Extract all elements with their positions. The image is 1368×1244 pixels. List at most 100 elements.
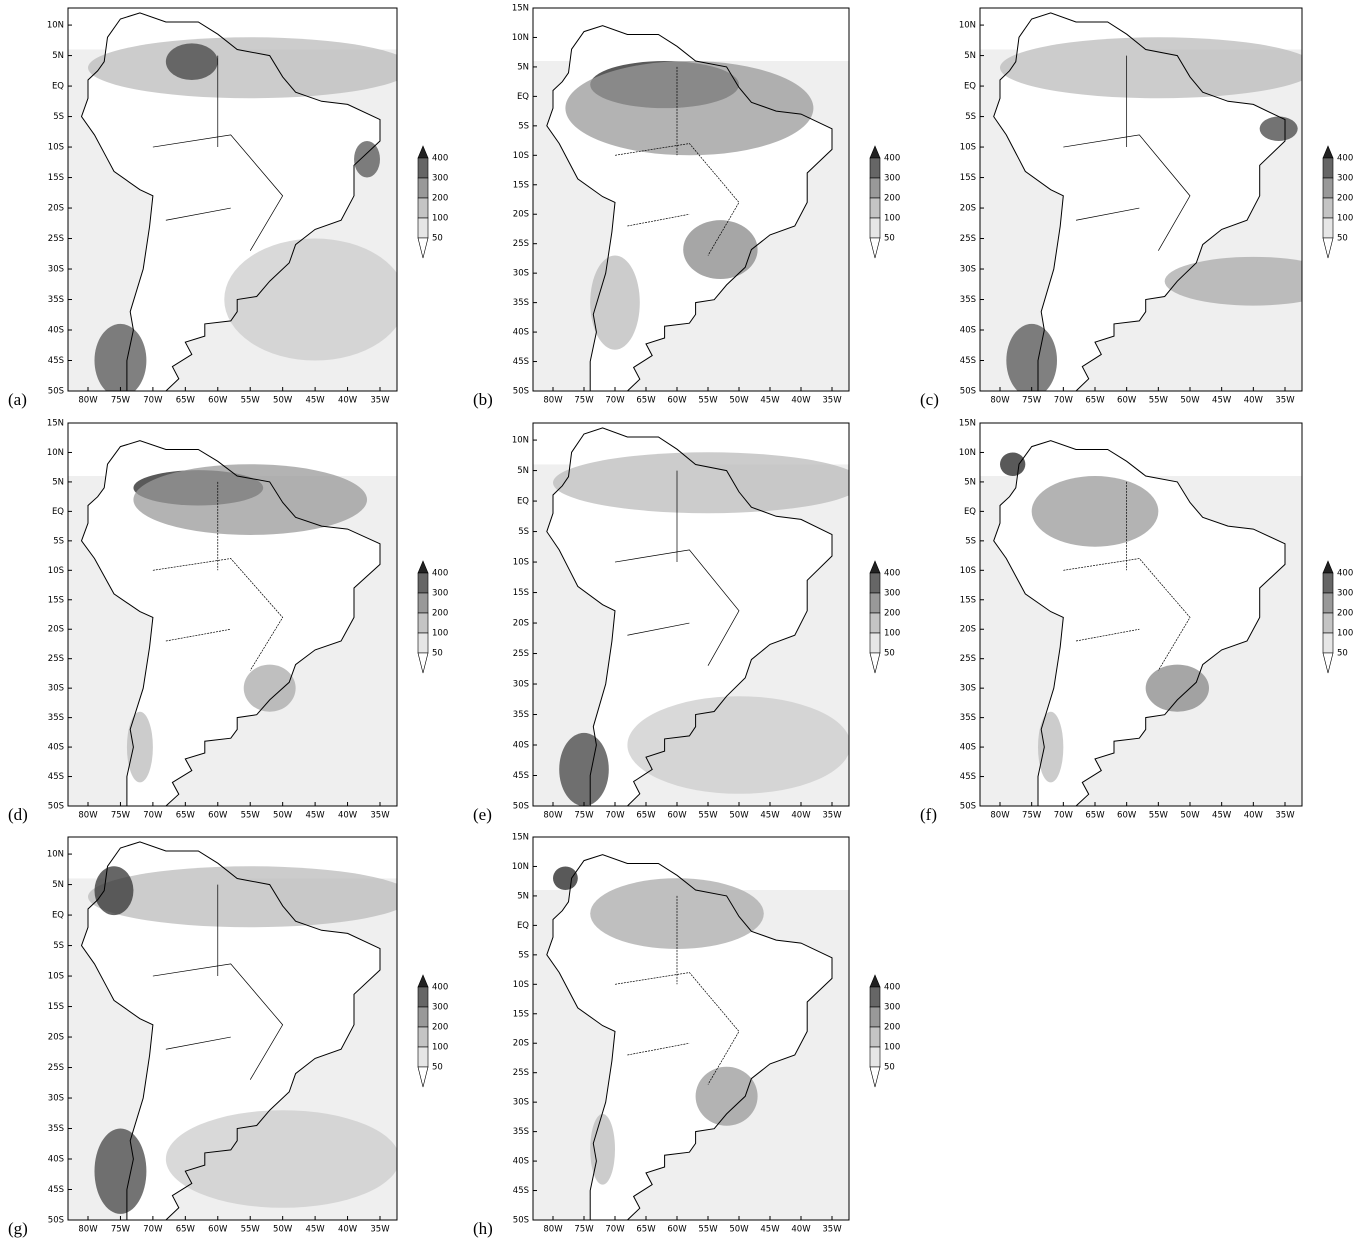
x-tick-label: 35W bbox=[1275, 396, 1295, 406]
map-content bbox=[68, 423, 397, 806]
y-tick-label: 15S bbox=[48, 1002, 64, 1012]
colorbar-top bbox=[1322, 145, 1334, 159]
colorbar-bottom bbox=[869, 652, 881, 674]
map-content bbox=[533, 8, 849, 391]
coastline bbox=[80, 440, 381, 806]
map-panel: 15N 10N 5N EQ 5S 10S 15S 20S 25S 30S 35S 40S 45S 50S 8… bbox=[473, 833, 900, 1238]
x-tick-label: 40W bbox=[1244, 811, 1264, 821]
shading bbox=[627, 696, 849, 794]
y-tick-label: 10S bbox=[513, 980, 529, 990]
colorbar-segment bbox=[869, 197, 881, 219]
colorbar-segment bbox=[417, 1026, 429, 1048]
colorbar-label: 400 bbox=[432, 983, 448, 993]
colorbar-bottom bbox=[417, 652, 429, 674]
colorbar-label: 50 bbox=[884, 1063, 895, 1073]
colorbar-segment bbox=[869, 612, 881, 634]
y-tick-label: 35S bbox=[513, 710, 529, 720]
shading bbox=[1038, 711, 1064, 783]
x-tick-label: 65W bbox=[636, 396, 656, 406]
y-tick-label: 50S bbox=[513, 1216, 529, 1226]
y-tick-label: 10N bbox=[959, 448, 976, 458]
coastline bbox=[546, 25, 833, 391]
y-tick-label: 45S bbox=[48, 772, 64, 782]
x-tick-label: 60W bbox=[1117, 396, 1137, 406]
map-content bbox=[980, 8, 1302, 391]
shading bbox=[1000, 37, 1302, 99]
y-tick-label: 5N bbox=[52, 51, 64, 61]
y-tick-label: 25S bbox=[48, 234, 64, 244]
colorbar-label: 100 bbox=[432, 1043, 448, 1053]
shading bbox=[94, 866, 134, 916]
x-tick-label: 65W bbox=[636, 1225, 656, 1235]
x-tick-label: 75W bbox=[1022, 811, 1042, 821]
colorbar-label: 300 bbox=[1337, 589, 1353, 599]
x-tick-label: 35W bbox=[822, 1225, 842, 1235]
x-tick-label: 70W bbox=[143, 1225, 163, 1235]
y-tick-label: 25S bbox=[513, 1068, 529, 1078]
colorbar-segment bbox=[1322, 197, 1334, 219]
x-tick-label: 80W bbox=[543, 811, 563, 821]
colorbar-segment bbox=[869, 217, 881, 239]
y-tick-label: 10S bbox=[960, 143, 976, 153]
y-tick-label: 20S bbox=[960, 204, 976, 214]
map-panel: 10N 5N EQ 5S 10S 15S 20S 25S 30S 35S 40S 45S 50S 80W 7… bbox=[8, 7, 448, 409]
shading bbox=[1145, 664, 1210, 712]
y-tick-label: 5S bbox=[53, 536, 64, 546]
y-tick-label: 40S bbox=[48, 1155, 64, 1165]
x-tick-label: 35W bbox=[370, 1225, 390, 1235]
y-tick-label: 35S bbox=[48, 295, 64, 305]
x-tick-label: 50W bbox=[1180, 811, 1200, 821]
coastline bbox=[80, 12, 381, 391]
y-tick-label: EQ bbox=[517, 497, 529, 507]
plot-frame bbox=[67, 836, 398, 1221]
x-tick-label: 70W bbox=[1054, 396, 1074, 406]
x-tick-label: 80W bbox=[78, 396, 98, 406]
borders bbox=[614, 470, 740, 666]
x-tick-label: 55W bbox=[698, 811, 718, 821]
y-tick-label: 15S bbox=[513, 1009, 529, 1019]
y-tick-label: 5S bbox=[518, 527, 529, 537]
borders bbox=[614, 895, 740, 1085]
colorbar-segment bbox=[869, 177, 881, 199]
y-tick-label: 25S bbox=[513, 649, 529, 659]
y-tick-label: 10S bbox=[513, 558, 529, 568]
panel-label: (g) bbox=[8, 1219, 28, 1238]
colorbar-label: 400 bbox=[884, 983, 900, 993]
x-tick-label: 65W bbox=[636, 811, 656, 821]
y-tick-label: 10N bbox=[512, 862, 529, 872]
coastline bbox=[546, 854, 833, 1220]
colorbar-top bbox=[417, 560, 429, 574]
borders bbox=[1063, 55, 1191, 251]
y-tick-label: 50S bbox=[513, 802, 529, 812]
colorbar-top bbox=[1322, 560, 1334, 574]
colorbar-segment bbox=[869, 572, 881, 594]
x-tick-label: 75W bbox=[111, 1225, 131, 1235]
y-tick-label: 10N bbox=[47, 850, 64, 860]
y-tick-label: 40S bbox=[960, 743, 976, 753]
y-tick-label: 5S bbox=[518, 950, 529, 960]
shading bbox=[1031, 476, 1159, 547]
colorbar-label: 400 bbox=[1337, 154, 1353, 164]
colorbar-label: 300 bbox=[884, 1003, 900, 1013]
x-tick-label: 55W bbox=[241, 396, 261, 406]
colorbar-segment bbox=[869, 1026, 881, 1048]
x-tick-label: 75W bbox=[574, 811, 594, 821]
x-tick-label: 45W bbox=[305, 811, 325, 821]
y-tick-label: 45S bbox=[513, 357, 529, 367]
y-tick-label: 45S bbox=[513, 1186, 529, 1196]
colorbar-label: 200 bbox=[884, 609, 900, 619]
x-tick-label: 60W bbox=[208, 1225, 228, 1235]
shading bbox=[553, 866, 578, 891]
y-tick-label: 15S bbox=[960, 173, 976, 183]
x-tick-label: 70W bbox=[143, 396, 163, 406]
y-tick-label: 25S bbox=[960, 654, 976, 664]
y-tick-label: 35S bbox=[960, 295, 976, 305]
y-tick-label: EQ bbox=[964, 507, 976, 517]
colorbar-segment bbox=[869, 592, 881, 614]
x-tick-label: 80W bbox=[78, 1225, 98, 1235]
y-tick-label: 30S bbox=[513, 680, 529, 690]
x-tick-label: 45W bbox=[760, 811, 780, 821]
colorbar-label: 100 bbox=[884, 629, 900, 639]
x-tick-label: 65W bbox=[176, 811, 196, 821]
y-tick-label: 10N bbox=[47, 448, 64, 458]
